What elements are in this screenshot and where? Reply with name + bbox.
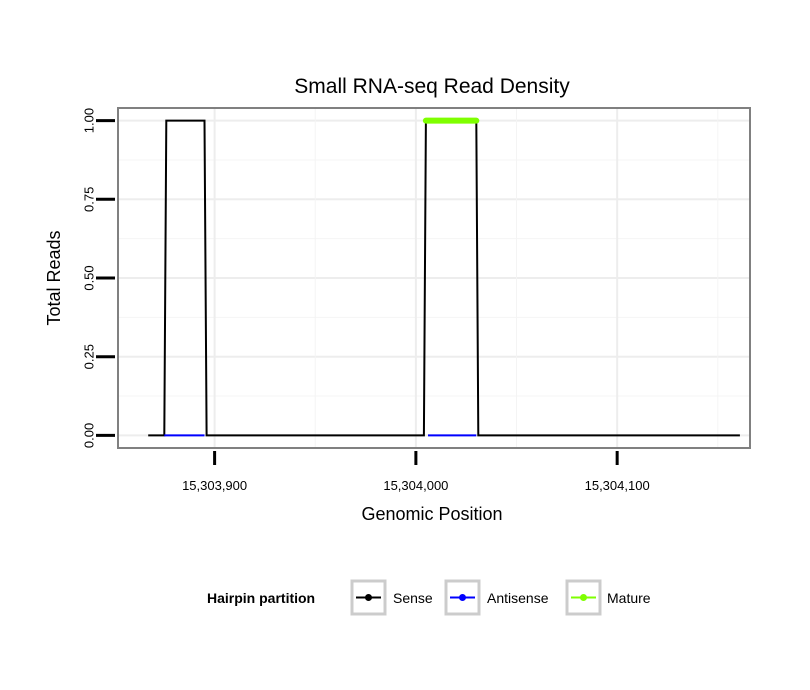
- y-tick-label: 0.50: [82, 265, 97, 290]
- x-tick-label: 15,303,900: [182, 478, 247, 493]
- legend: Hairpin partition Sense Antisense Mature: [207, 579, 651, 616]
- series-layer: [148, 117, 740, 437]
- legend-label: Sense: [393, 590, 433, 606]
- x-tick-label: 15,304,100: [585, 478, 650, 493]
- legend-title: Hairpin partition: [207, 590, 315, 606]
- legend-key-point: [580, 594, 587, 601]
- x-tick-label: 15,304,000: [383, 478, 448, 493]
- y-axis: 0.00 0.25 0.50 0.75 1.00: [82, 108, 115, 448]
- y-tick-label: 0.00: [82, 423, 97, 448]
- plot-border: [117, 107, 751, 449]
- legend-entries: Sense Antisense Mature: [350, 579, 651, 616]
- chart-title: Small RNA-seq Read Density: [294, 75, 570, 98]
- y-tick-label: 1.00: [82, 108, 97, 133]
- legend-label: Antisense: [487, 590, 549, 606]
- y-tick-label: 0.75: [82, 187, 97, 212]
- legend-entry-sense: Sense: [350, 579, 433, 616]
- legend-entry-antisense: Antisense: [444, 579, 549, 616]
- series-line-sense: [148, 119, 740, 437]
- y-axis-label: Total Reads: [44, 230, 64, 325]
- legend-key-point: [459, 594, 466, 601]
- legend-entry-mature: Mature: [565, 579, 651, 616]
- x-axis: 15,303,900 15,304,000 15,304,100: [182, 451, 650, 493]
- legend-key-point: [365, 594, 372, 601]
- legend-label: Mature: [607, 590, 651, 606]
- y-tick-label: 0.25: [82, 344, 97, 369]
- grid-lines: [118, 108, 750, 448]
- x-axis-label: Genomic Position: [361, 504, 502, 524]
